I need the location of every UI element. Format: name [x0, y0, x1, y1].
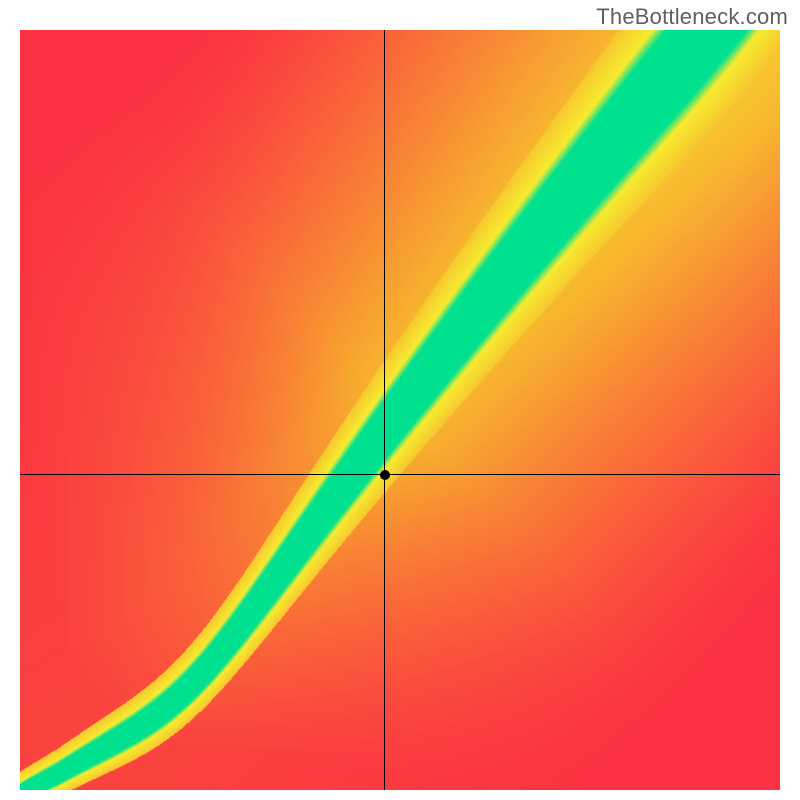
data-point-marker	[380, 470, 390, 480]
chart-area	[20, 30, 780, 790]
watermark-text: TheBottleneck.com	[596, 4, 788, 30]
heatmap-canvas	[20, 30, 780, 790]
crosshair-horizontal	[20, 474, 780, 475]
chart-container: TheBottleneck.com	[0, 0, 800, 800]
crosshair-vertical	[384, 30, 385, 790]
